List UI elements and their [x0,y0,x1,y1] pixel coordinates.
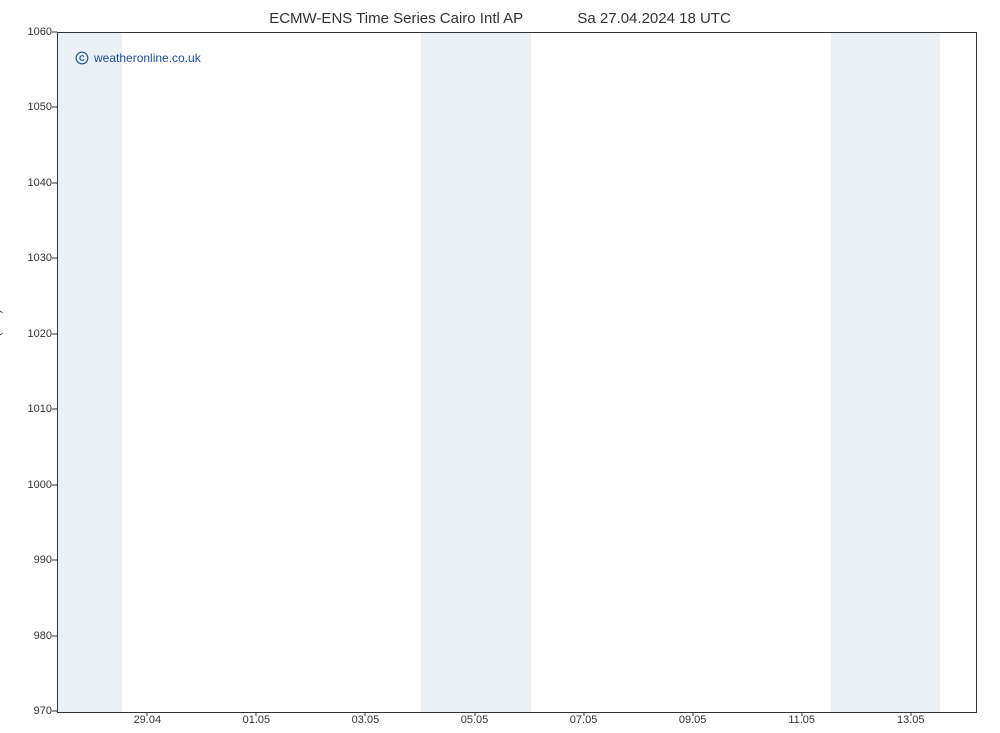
shaded-band [58,33,122,712]
copyright-icon [75,51,89,65]
watermark-text: weatheronline.co.uk [94,51,201,65]
y-tick-label: 1050 [22,101,52,113]
title-datetime: Sa 27.04.2024 18 UTC [577,10,730,27]
pressure-chart: ECMW-ENS Time Series Cairo Intl AP Sa 27… [0,0,1000,733]
shaded-band [831,33,940,712]
title-series-location: ECMW-ENS Time Series Cairo Intl AP [269,10,523,27]
y-tick-label: 1040 [22,177,52,189]
y-tick-label: 990 [22,554,52,566]
y-tick-label: 1010 [22,403,52,415]
y-tick-label: 980 [22,630,52,642]
watermark: weatheronline.co.uk [75,51,201,65]
y-tick-label: 970 [22,705,52,717]
y-tick-label: 1030 [22,252,52,264]
shaded-band [421,33,531,712]
plot-area: weatheronline.co.uk [57,32,977,713]
y-tick-label: 1060 [22,26,52,38]
chart-title-row: ECMW-ENS Time Series Cairo Intl AP Sa 27… [0,10,1000,27]
y-tick-label: 1000 [22,479,52,491]
y-axis-title: Surface Pressure (hPa) [0,309,3,424]
y-tick-label: 1020 [22,328,52,340]
